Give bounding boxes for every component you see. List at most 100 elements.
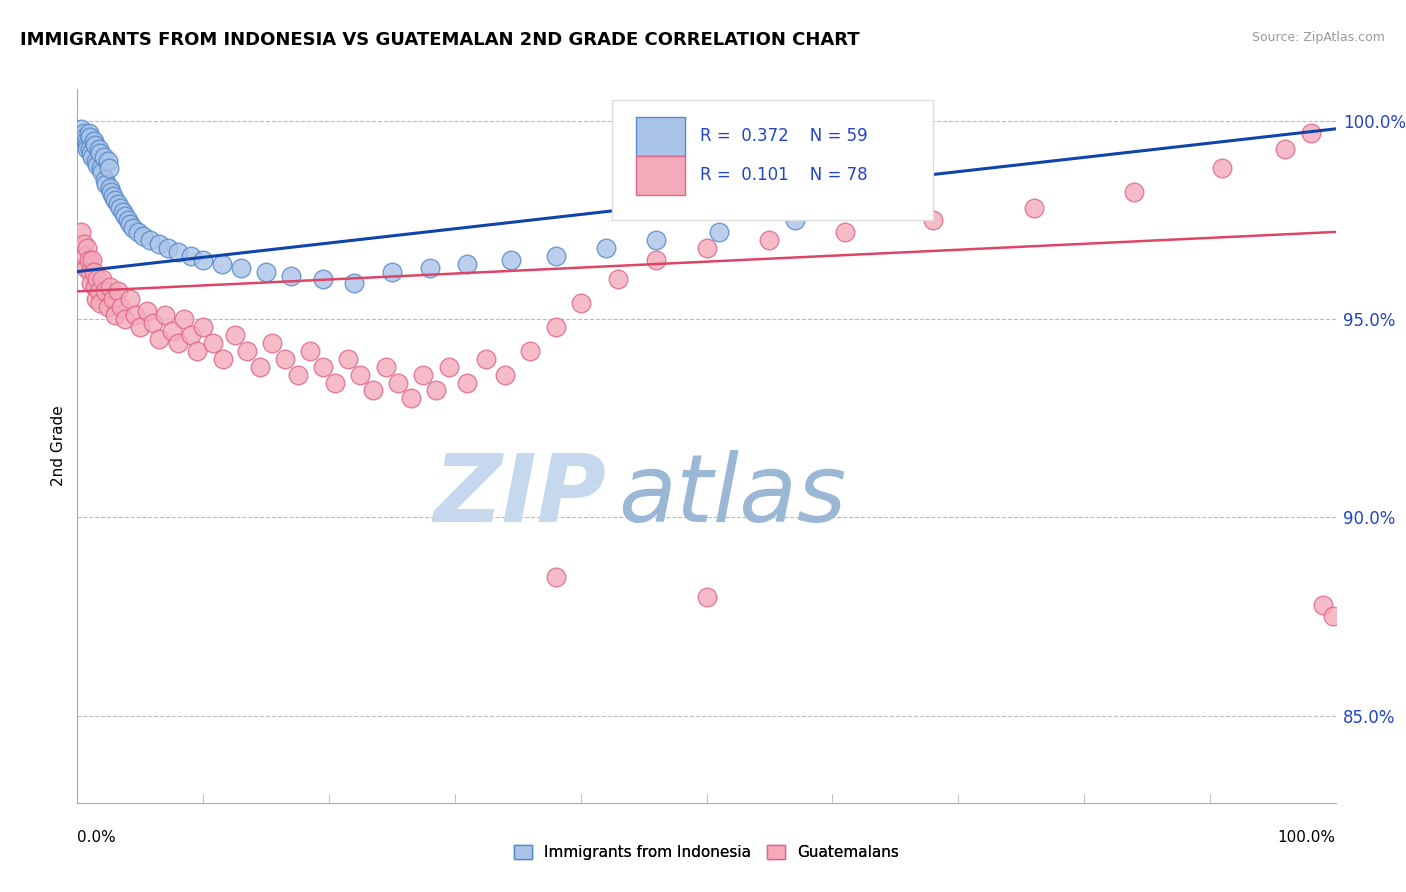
Point (1022, 201, 1045, 215)
Point (86, 157, 108, 171)
Point (155, 308, 177, 322)
Point (120, 293, 142, 307)
Point (381, 264, 404, 278)
Point (73, 129, 96, 144)
Point (114, 312, 136, 326)
Point (1211, 161, 1233, 176)
Point (343, 277, 366, 291)
Point (211, 257, 233, 271)
Point (399, 392, 422, 406)
Point (72, 236, 94, 251)
Point (645, 252, 668, 267)
Point (783, 213, 806, 227)
Point (425, 384, 447, 398)
Point (82, 150, 104, 164)
Text: IMMIGRANTS FROM INDONESIA VS GUATEMALAN 2ND GRADE CORRELATION CHART: IMMIGRANTS FROM INDONESIA VS GUATEMALAN … (20, 31, 859, 49)
Point (312, 272, 335, 286)
Point (323, 376, 346, 390)
Point (91, 272, 114, 286)
FancyBboxPatch shape (636, 156, 685, 194)
Point (89, 296, 111, 310)
Point (77, 126, 100, 140)
Point (104, 308, 127, 322)
Point (79, 264, 101, 278)
Point (107, 285, 129, 299)
Point (77, 252, 100, 267)
Point (79, 142, 101, 156)
Point (180, 328, 202, 343)
Point (76, 241, 98, 255)
Point (70, 225, 93, 239)
Point (645, 233, 668, 247)
Point (84, 293, 107, 307)
Point (437, 359, 460, 374)
Point (607, 272, 630, 286)
Point (299, 343, 322, 358)
Point (84, 280, 107, 294)
Point (87, 285, 110, 299)
Point (274, 351, 297, 366)
Point (224, 328, 246, 343)
Point (1312, 598, 1334, 612)
Point (180, 249, 202, 263)
Point (72, 126, 94, 140)
Point (186, 343, 208, 358)
Point (1299, 126, 1322, 140)
Point (87, 142, 110, 156)
Point (834, 225, 856, 239)
Point (96, 300, 118, 314)
Point (519, 343, 541, 358)
Point (83, 134, 105, 148)
Point (104, 193, 127, 207)
Point (84, 153, 107, 168)
Text: atlas: atlas (619, 450, 846, 541)
Point (544, 249, 567, 263)
Point (84, 137, 107, 152)
Point (132, 228, 155, 243)
Point (124, 308, 146, 322)
Point (70, 121, 93, 136)
FancyBboxPatch shape (612, 100, 934, 219)
Point (127, 225, 149, 239)
Point (1274, 142, 1296, 156)
Point (98, 181, 121, 195)
Point (696, 241, 718, 255)
Point (96, 153, 118, 168)
Point (83, 264, 105, 278)
Point (86, 272, 108, 286)
Point (361, 384, 384, 398)
Legend: Immigrants from Indonesia, Guatemalans: Immigrants from Indonesia, Guatemalans (508, 839, 905, 866)
Point (456, 376, 478, 390)
Point (1322, 609, 1344, 624)
Point (387, 376, 409, 390)
Point (110, 300, 132, 314)
Point (135, 304, 157, 318)
Point (167, 244, 190, 259)
Point (419, 260, 441, 275)
Point (79, 129, 101, 144)
Point (89, 145, 111, 160)
Text: R =  0.372    N = 59: R = 0.372 N = 59 (700, 127, 868, 145)
Point (148, 236, 170, 251)
Point (287, 368, 309, 382)
Point (90, 161, 112, 176)
Point (456, 257, 478, 271)
Point (114, 209, 136, 223)
Point (922, 213, 945, 227)
Text: 0.0%: 0.0% (77, 830, 117, 845)
Point (139, 233, 162, 247)
FancyBboxPatch shape (636, 117, 685, 155)
Point (148, 332, 170, 346)
Point (94, 285, 117, 299)
Point (117, 213, 139, 227)
Point (156, 241, 179, 255)
Point (229, 260, 252, 275)
Point (254, 264, 277, 278)
Point (93, 150, 115, 164)
Point (173, 312, 195, 326)
Point (202, 335, 225, 350)
Point (544, 320, 567, 334)
Point (280, 268, 302, 283)
Point (349, 368, 371, 382)
Point (73, 249, 96, 263)
